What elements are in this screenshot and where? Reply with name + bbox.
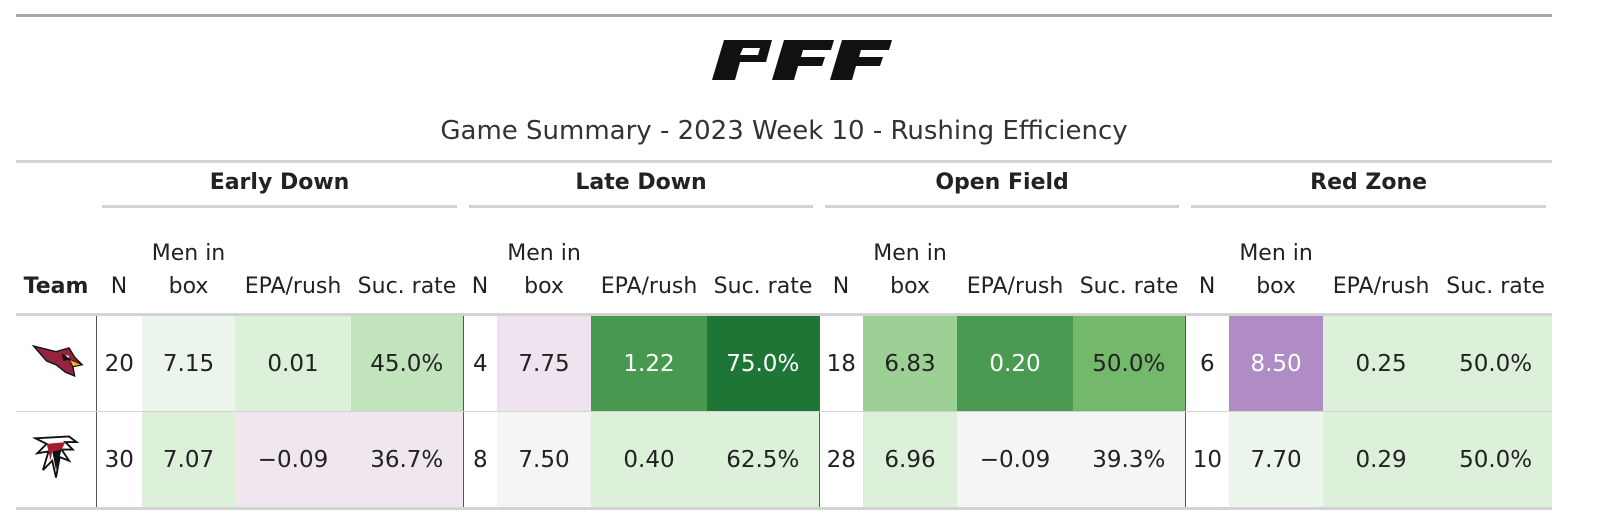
table-cell: −0.09 [235, 411, 351, 510]
table-cell: 7.70 [1229, 411, 1324, 510]
table-cell: 50.0% [1073, 314, 1186, 412]
table-cell: 1.22 [591, 314, 708, 412]
table-cell: 39.3% [1073, 411, 1186, 510]
table-cell: 7.15 [142, 314, 235, 412]
table-cell: 0.25 [1323, 314, 1440, 412]
table-cell: −0.09 [957, 411, 1074, 510]
column-header-n: N [819, 215, 864, 316]
table-cell: 62.5% [707, 411, 820, 510]
column-header-suc-rate: Suc. rate [351, 215, 464, 316]
group-early-down: Early Down [96, 160, 464, 215]
table-cell: 0.29 [1323, 411, 1440, 510]
group-open-field: Open Field [819, 160, 1186, 215]
column-header-n: N [96, 215, 142, 316]
table-cell: 50.0% [1439, 314, 1553, 412]
page-title: Game Summary - 2023 Week 10 - Rushing Ef… [440, 116, 1128, 146]
table-cell: 6 [1184, 314, 1230, 412]
cardinals-logo-icon [28, 344, 84, 395]
column-header-suc-rate: Suc. rate [1439, 215, 1553, 316]
table-cell: 7.07 [142, 411, 235, 510]
table-body: 20 7.15 0.01 45.0% 4 7.75 1.22 75.0% 18 6.83 0.20 5… [16, 314, 1553, 510]
table-cell: 45.0% [351, 314, 464, 412]
column-header-row: Team N Men in box EPA/rush Suc. rate N M… [16, 215, 1553, 316]
column-header-n: N [1185, 215, 1230, 316]
table-cell: 0.20 [957, 314, 1074, 412]
table-cell: 6.96 [863, 411, 958, 510]
table-cell: 18 [818, 314, 864, 412]
table-cell: 20 [96, 314, 142, 412]
table-row: 20 7.15 0.01 45.0% 4 7.75 1.22 75.0% 18 6.83 0.20 5… [16, 314, 1553, 412]
table-row: 30 7.07 −0.09 36.7% 8 7.50 0.40 62.5% 28 6.96 −0.0… [16, 411, 1553, 510]
table-cell: 6.83 [863, 314, 958, 412]
table-cell: 0.40 [591, 411, 708, 510]
table-cell: 28 [818, 411, 864, 510]
table-cell: 8.50 [1229, 314, 1324, 412]
table-cell: 7.50 [497, 411, 592, 510]
column-header-men-in-box: Men in box [863, 215, 958, 316]
top-divider [16, 14, 1552, 17]
team-column-header: Team [16, 215, 96, 316]
column-header-epa-rush: EPA/rush [591, 215, 708, 316]
column-header-epa-rush: EPA/rush [235, 215, 351, 316]
column-header-men-in-box: Men in box [142, 215, 235, 316]
column-header-epa-rush: EPA/rush [1323, 215, 1440, 316]
table-cell: 7.75 [497, 314, 592, 412]
column-header-men-in-box: Men in box [1229, 215, 1324, 316]
column-header-n: N [463, 215, 498, 316]
rushing-efficiency-table: Early Down Late Down Open Field Red Zone… [16, 160, 1553, 510]
table-cell: 10 [1184, 411, 1230, 510]
group-header-row: Early Down Late Down Open Field Red Zone [16, 160, 1553, 215]
team-logo-cell [16, 314, 97, 412]
group-red-zone: Red Zone [1185, 160, 1553, 215]
table-cell: 4 [462, 314, 498, 412]
table-cell: 50.0% [1439, 411, 1553, 510]
table-cell: 0.01 [235, 314, 351, 412]
column-header-epa-rush: EPA/rush [957, 215, 1074, 316]
group-late-down: Late Down [463, 160, 820, 215]
table-cell: 75.0% [707, 314, 820, 412]
table-cell: 30 [96, 411, 142, 510]
falcons-logo-icon [28, 435, 84, 491]
table-cell: 36.7% [351, 411, 464, 510]
table-cell: 8 [462, 411, 498, 510]
team-logo-cell [16, 411, 97, 510]
pff-logo-icon [712, 40, 892, 80]
group-spacer [16, 160, 96, 215]
column-header-suc-rate: Suc. rate [707, 215, 820, 316]
column-header-suc-rate: Suc. rate [1073, 215, 1186, 316]
column-header-men-in-box: Men in box [497, 215, 592, 316]
